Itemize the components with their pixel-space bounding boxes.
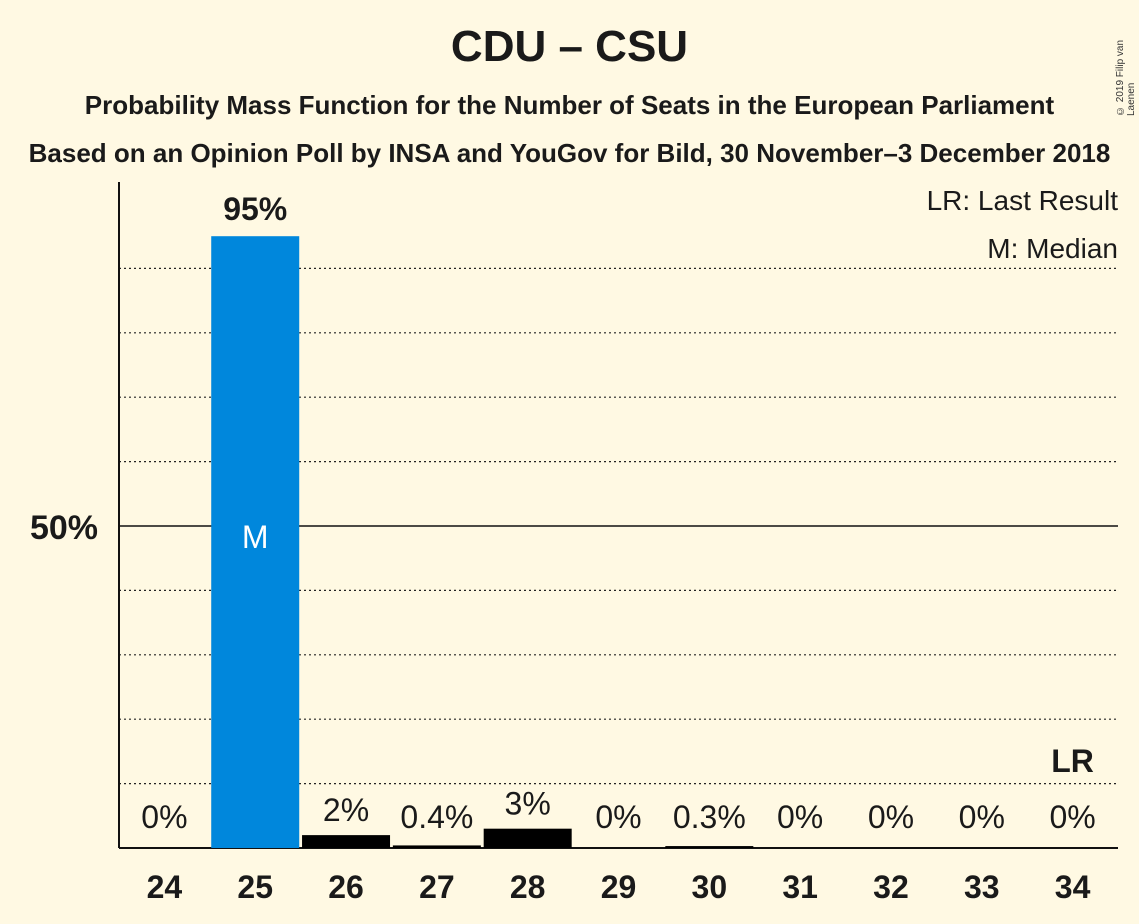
bar-30 xyxy=(665,846,754,848)
x-tick-label-26: 26 xyxy=(328,869,364,905)
last-result-marker: LR xyxy=(1051,743,1094,779)
data-label-33: 0% xyxy=(959,799,1005,835)
data-label-31: 0% xyxy=(777,799,823,835)
x-tick-label-27: 27 xyxy=(419,869,455,905)
data-label-27: 0.4% xyxy=(400,799,473,835)
chart-source-note: Based on an Opinion Poll by INSA and You… xyxy=(28,138,1111,168)
data-label-34: 0% xyxy=(1049,799,1095,835)
data-label-32: 0% xyxy=(868,799,914,835)
bar-28 xyxy=(483,828,572,848)
bar-26 xyxy=(302,835,391,848)
x-tick-label-29: 29 xyxy=(601,869,637,905)
data-label-29: 0% xyxy=(595,799,641,835)
data-label-25: 95% xyxy=(223,191,287,227)
y-tick-label-50: 50% xyxy=(30,509,98,547)
chart-title: CDU – CSU xyxy=(450,22,689,71)
x-tick-label-24: 24 xyxy=(147,869,183,905)
data-label-30: 0.3% xyxy=(673,799,746,835)
x-tick-label-31: 31 xyxy=(782,869,818,905)
x-tick-label-32: 32 xyxy=(873,869,909,905)
x-tick-label-33: 33 xyxy=(964,869,1000,905)
data-label-24: 0% xyxy=(141,799,187,835)
legend-median: M: Median xyxy=(987,233,1118,264)
median-marker: M xyxy=(242,519,269,555)
bar-27 xyxy=(392,845,481,848)
x-tick-label-30: 30 xyxy=(692,869,728,905)
data-label-26: 2% xyxy=(323,792,369,828)
x-tick-label-25: 25 xyxy=(237,869,273,905)
x-tick-label-28: 28 xyxy=(510,869,546,905)
data-label-28: 3% xyxy=(505,786,551,822)
x-tick-label-34: 34 xyxy=(1055,869,1091,905)
bar-25 xyxy=(211,236,300,848)
chart-subtitle: Probability Mass Function for the Number… xyxy=(84,90,1055,120)
legend-last-result: LR: Last Result xyxy=(927,185,1119,216)
